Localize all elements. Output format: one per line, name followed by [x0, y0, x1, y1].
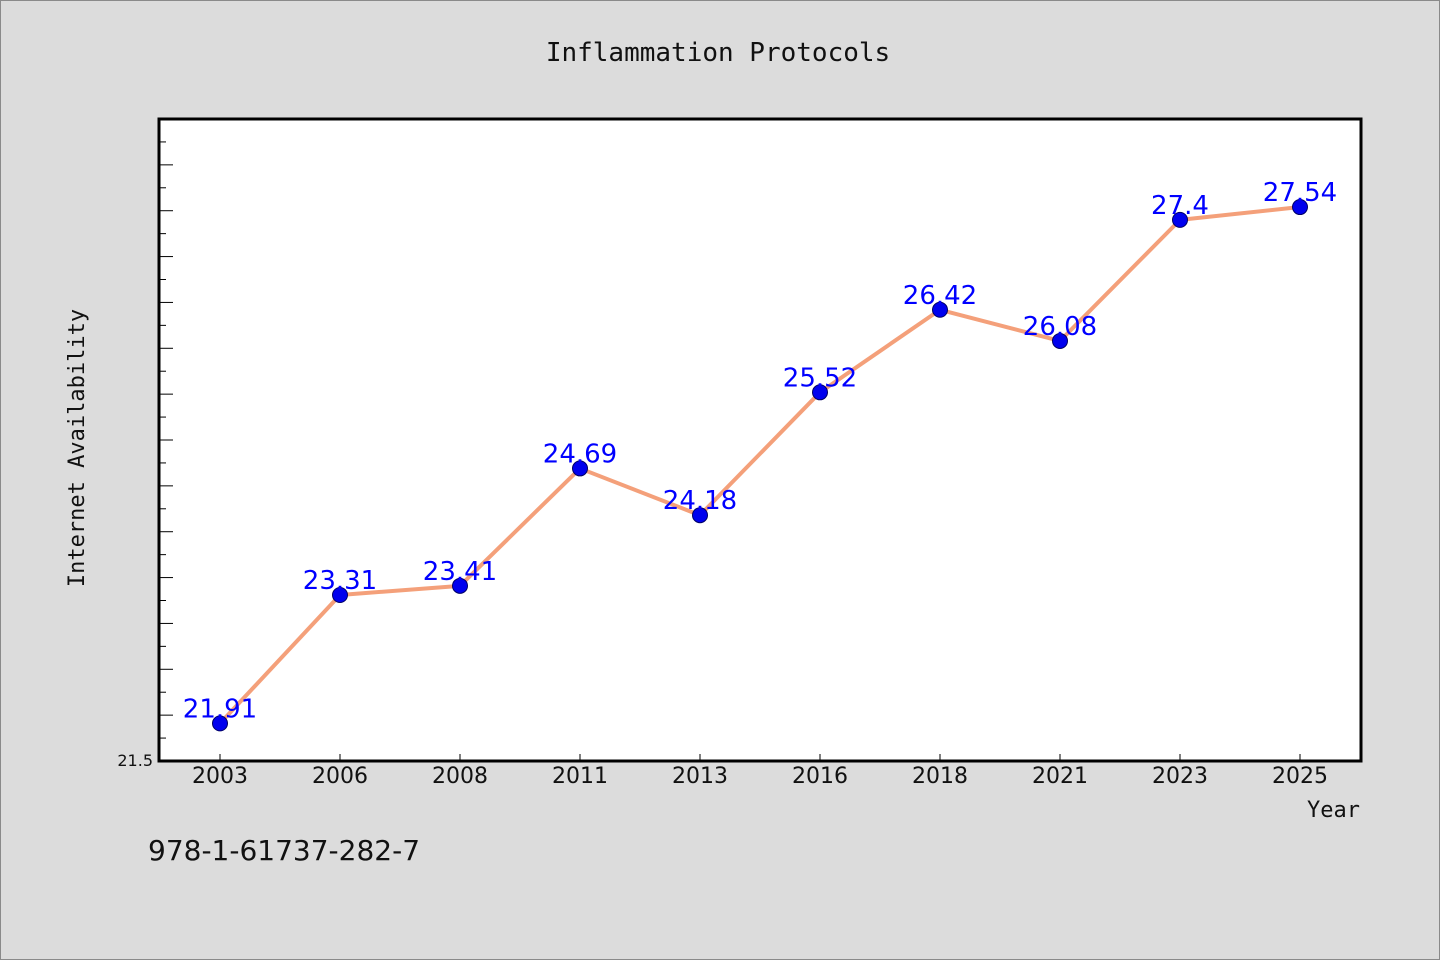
- plot-area: [157, 117, 1363, 763]
- chart-title: Inflammation Protocols: [546, 38, 890, 68]
- x-axis-ticks: [219, 754, 1301, 761]
- data-point: [212, 715, 228, 732]
- data-label: 26.42: [903, 281, 977, 311]
- data-label: 21.91: [183, 694, 257, 724]
- data-point: [692, 507, 708, 524]
- y-axis-ticks: [159, 141, 173, 739]
- data-label: 24.18: [663, 486, 737, 516]
- data-label: 23.41: [423, 557, 497, 587]
- x-axis-tick-labels: 2003 2006 2008 2011 2013 2016 2018 2021 2023 2025: [192, 764, 1328, 789]
- series-internet-availability: [212, 199, 1308, 732]
- x-tick-label: 2021: [1032, 764, 1088, 789]
- data-point: [452, 577, 468, 594]
- data-label: 27.54: [1263, 178, 1337, 208]
- data-label: 25.52: [783, 363, 857, 393]
- x-tick-label: 2003: [192, 764, 248, 789]
- x-tick-label: 2023: [1152, 764, 1208, 789]
- data-labels: 21.91 23.31 23.41 24.69 24.18 25.52 26.42 26.08…: [183, 178, 1337, 724]
- data-label: 26.08: [1023, 312, 1097, 342]
- series-line: [218, 205, 1301, 725]
- data-label: 23.31: [303, 566, 377, 596]
- x-tick-label: 2025: [1272, 764, 1328, 789]
- data-point: [572, 460, 588, 477]
- y-tick-label-min: 21.5: [117, 751, 153, 770]
- data-point: [932, 301, 948, 318]
- x-tick-label: 2018: [912, 764, 968, 789]
- data-point: [332, 586, 348, 603]
- data-point: [1292, 199, 1308, 216]
- y-axis-label: Internet Availability: [65, 309, 90, 587]
- x-tick-label: 2008: [432, 764, 488, 789]
- x-tick-label: 2013: [672, 764, 728, 789]
- data-point: [812, 384, 828, 401]
- data-point: [1172, 211, 1188, 228]
- data-point: [1052, 332, 1068, 349]
- isbn-text: 978-1-61737-282-7: [148, 834, 421, 867]
- x-tick-label: 2011: [552, 764, 608, 789]
- data-label: 27.4: [1151, 191, 1209, 221]
- x-tick-label: 2006: [312, 764, 368, 789]
- data-label: 24.69: [543, 439, 617, 469]
- x-tick-label: 2016: [792, 764, 848, 789]
- x-axis-label: Year: [1307, 798, 1360, 823]
